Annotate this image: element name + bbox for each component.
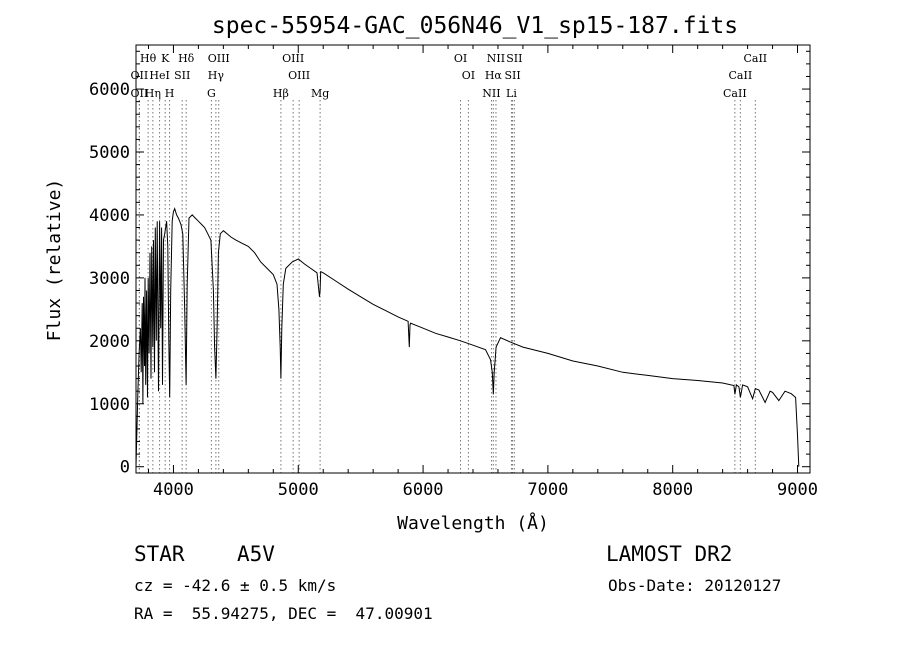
x-axis-label: Wavelength (Å)	[397, 512, 549, 534]
spectrum-line	[135, 207, 800, 467]
survey-name: LAMOST DR2	[606, 542, 733, 566]
y-axis-label: Flux (relative)	[44, 179, 65, 342]
line-label: CaII	[729, 69, 753, 82]
line-label: OI	[454, 52, 467, 65]
line-label: CaII	[743, 52, 767, 65]
y-tick-label: 1000	[89, 395, 130, 415]
x-tick-label: 4000	[153, 480, 194, 500]
object-class: STAR	[134, 542, 185, 566]
line-label: OIII	[282, 52, 304, 65]
line-label: Hθ	[140, 52, 157, 65]
y-tick-label: 2000	[89, 332, 130, 352]
line-label: G	[207, 87, 216, 100]
line-label: OIII	[208, 52, 230, 65]
line-label: NII	[487, 52, 505, 65]
x-axis: 4000 5000 6000 7000 8000 9000	[147, 45, 818, 500]
plot-frame	[135, 44, 811, 474]
line-label: H	[165, 87, 175, 100]
chart-title: spec-55954-GAC_056N46_V1_sp15-187.fits	[212, 13, 738, 39]
line-label: K	[161, 52, 170, 65]
x-tick-label: 9000	[777, 480, 818, 500]
line-label: HeI	[149, 69, 169, 82]
x-tick-label: 7000	[527, 480, 568, 500]
line-label: OII	[131, 69, 149, 82]
y-tick-label: 4000	[89, 206, 130, 226]
x-tick-label: 8000	[652, 480, 693, 500]
y-tick-label: 5000	[89, 143, 130, 163]
obs-date-text: Obs-Date: 20120127	[608, 576, 782, 595]
line-markers	[138, 100, 756, 473]
line-label: CaII	[723, 87, 747, 100]
line-label: SII	[506, 52, 522, 65]
line-label: Li	[506, 87, 517, 100]
line-label: OIII	[288, 69, 310, 82]
line-label: NII	[482, 87, 500, 100]
y-tick-label: 3000	[89, 269, 130, 289]
redshift-text: cz = -42.6 ± 0.5 km/s	[134, 576, 337, 595]
y-tick-label: 6000	[89, 80, 130, 100]
coordinates-text: RA = 55.94275, DEC = 47.00901	[134, 604, 433, 623]
line-label: Hβ	[273, 87, 289, 100]
x-tick-label: 6000	[403, 480, 444, 500]
y-axis: 0 1000 2000 3000 4000 5000 6000	[89, 50, 810, 478]
line-label: OI	[462, 69, 475, 82]
line-label: Hη	[145, 87, 161, 100]
line-label: SII	[174, 69, 190, 82]
line-label: SII	[504, 69, 520, 82]
object-subclass: A5V	[237, 542, 275, 566]
line-label: Hγ	[208, 69, 225, 82]
line-label: Hα	[485, 69, 503, 82]
line-label: Mg	[311, 87, 329, 100]
line-label: Hδ	[178, 52, 195, 65]
y-tick-label: 0	[120, 458, 130, 478]
x-tick-label: 5000	[278, 480, 319, 500]
line-label: OII	[131, 87, 149, 100]
